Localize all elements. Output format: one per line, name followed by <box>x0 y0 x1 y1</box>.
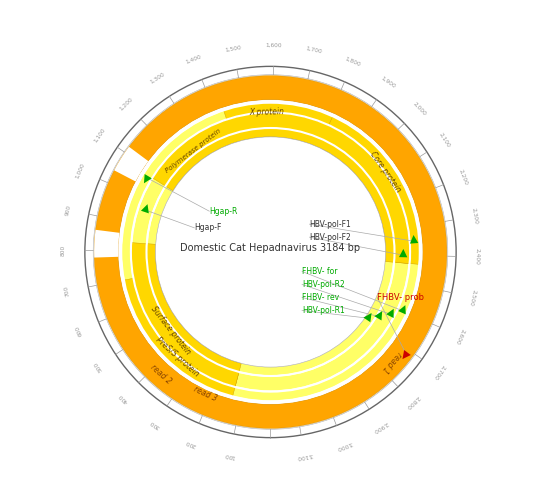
Text: Hgap-R: Hgap-R <box>209 207 237 216</box>
Text: 1,500: 1,500 <box>225 44 242 52</box>
Wedge shape <box>114 147 148 181</box>
Text: FHBV- rev: FHBV- rev <box>302 293 339 302</box>
Text: 1,100: 1,100 <box>93 127 107 144</box>
Text: read 1: read 1 <box>380 350 404 374</box>
Text: 700: 700 <box>64 285 71 297</box>
Text: 500: 500 <box>93 360 103 372</box>
Text: read 3: read 3 <box>192 384 218 403</box>
Text: 1,800: 1,800 <box>345 56 362 68</box>
Polygon shape <box>403 350 411 359</box>
Wedge shape <box>94 76 447 428</box>
Polygon shape <box>398 305 406 314</box>
Wedge shape <box>321 114 420 265</box>
Text: 2,000: 2,000 <box>412 101 427 116</box>
Text: 2,600: 2,600 <box>454 328 465 345</box>
Text: 400: 400 <box>118 392 129 404</box>
Text: 2,700: 2,700 <box>433 363 446 380</box>
Text: 600: 600 <box>75 324 83 336</box>
Text: HBV-pol-R1: HBV-pol-R1 <box>302 306 345 315</box>
Text: Surface protein: Surface protein <box>149 304 192 356</box>
Text: 3,100: 3,100 <box>296 452 313 460</box>
Wedge shape <box>120 102 421 402</box>
Text: HBV-pol-R2: HBV-pol-R2 <box>302 280 345 289</box>
Polygon shape <box>386 309 394 318</box>
Text: 1,600: 1,600 <box>266 42 282 48</box>
Text: 900: 900 <box>64 204 71 216</box>
Text: 1,200: 1,200 <box>118 96 134 111</box>
Text: Hgap-F: Hgap-F <box>194 223 222 232</box>
Text: Core protein: Core protein <box>368 150 403 194</box>
Text: FHBV- for: FHBV- for <box>302 267 338 276</box>
Text: 2,800: 2,800 <box>405 395 420 410</box>
Text: Domestic Cat Hepadnavirus 3184 bp: Domestic Cat Hepadnavirus 3184 bp <box>181 243 360 254</box>
Text: 2,400: 2,400 <box>475 248 480 266</box>
Text: 300: 300 <box>149 418 161 429</box>
Text: 1,700: 1,700 <box>306 45 323 54</box>
Text: read 2: read 2 <box>149 362 174 386</box>
Wedge shape <box>223 102 333 137</box>
Circle shape <box>118 100 423 404</box>
Text: 1,400: 1,400 <box>185 54 203 65</box>
Text: 2,100: 2,100 <box>438 132 452 149</box>
Text: 100: 100 <box>224 452 236 459</box>
Text: HBV-pol-F1: HBV-pol-F1 <box>309 220 351 229</box>
Polygon shape <box>374 311 382 321</box>
Wedge shape <box>153 113 410 264</box>
Polygon shape <box>364 313 372 322</box>
Wedge shape <box>94 230 120 258</box>
Text: 2,900: 2,900 <box>372 421 389 434</box>
Text: 2,300: 2,300 <box>471 208 478 225</box>
Text: X protein: X protein <box>249 107 285 117</box>
Polygon shape <box>399 249 407 258</box>
Text: PreS/S protein: PreS/S protein <box>154 335 200 378</box>
Text: Polymerase protein: Polymerase protein <box>164 128 222 174</box>
Polygon shape <box>144 174 152 183</box>
Polygon shape <box>410 235 418 243</box>
Text: 1,300: 1,300 <box>149 72 166 85</box>
Wedge shape <box>131 242 241 387</box>
Text: HBV-pol-F2: HBV-pol-F2 <box>309 233 351 241</box>
Text: 2,500: 2,500 <box>468 289 477 306</box>
Text: FHBV- prob: FHBV- prob <box>377 293 424 302</box>
Text: 1,900: 1,900 <box>380 75 397 89</box>
Text: 800: 800 <box>61 245 66 256</box>
Wedge shape <box>123 276 239 397</box>
Circle shape <box>155 137 386 367</box>
Text: 3,000: 3,000 <box>335 440 353 451</box>
Text: 1,000: 1,000 <box>75 162 85 179</box>
Text: 200: 200 <box>185 438 197 448</box>
Polygon shape <box>141 204 149 213</box>
Text: 2,200: 2,200 <box>458 168 469 186</box>
